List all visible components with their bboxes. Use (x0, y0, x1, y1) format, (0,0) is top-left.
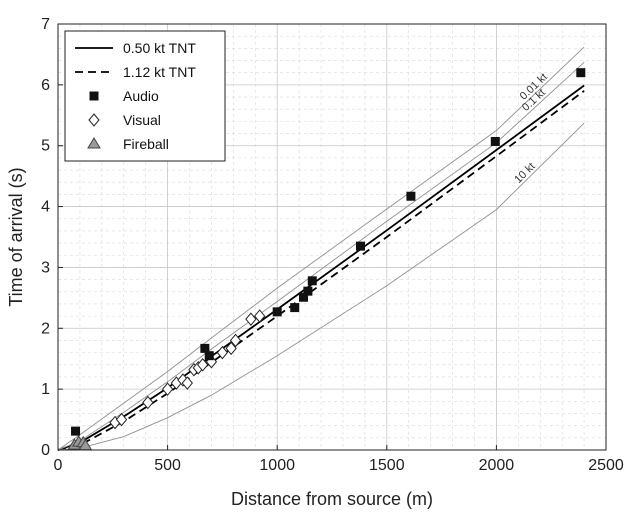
point-visual (225, 341, 237, 356)
point-audio (307, 276, 317, 286)
legend-swatch-triangle (87, 137, 101, 149)
point-audio (290, 303, 300, 313)
point-audio (272, 307, 282, 317)
point-audio (303, 286, 313, 296)
y-tick-label: 4 (41, 199, 50, 216)
curve-1-12-kt-tnt (57, 90, 585, 451)
y-tick-label: 0 (41, 442, 50, 459)
legend-label: Fireball (123, 136, 169, 152)
point-audio (406, 191, 416, 201)
point-visual (229, 333, 242, 348)
point-visual (245, 312, 257, 326)
axis-ticks: 0 500 1000 1500 2000 2500 0 1 2 3 4 5 6 7 (41, 16, 624, 474)
point-visual (161, 382, 174, 396)
y-tick-label: 2 (41, 320, 50, 337)
point-visual (142, 395, 154, 410)
x-tick-label: 500 (154, 457, 181, 474)
point-audio (71, 426, 81, 436)
y-tick-label: 5 (41, 138, 50, 155)
x-tick-label: 2500 (588, 457, 624, 474)
curve-10-kt (57, 122, 585, 451)
point-visual (197, 358, 209, 372)
point-audio (355, 241, 365, 251)
x-tick-label: 1500 (369, 457, 405, 474)
y-tick-label: 1 (41, 381, 50, 398)
legend-label: 1.12 kt TNT (123, 64, 196, 80)
point-audio (576, 68, 586, 78)
legend-swatch-diamond (88, 113, 100, 127)
point-audio (204, 351, 214, 361)
legend-label: 0.50 kt TNT (123, 40, 196, 56)
x-tick-label: 2000 (479, 457, 515, 474)
y-tick-label: 3 (41, 259, 50, 276)
y-tick-label: 6 (41, 77, 50, 94)
legend-label: Audio (123, 88, 159, 104)
curve-0-01-kt (57, 46, 585, 451)
point-audio (490, 136, 500, 146)
legend-swatch-square (89, 91, 99, 101)
point-visual (216, 345, 229, 360)
y-tick-label: 7 (41, 16, 50, 33)
legend: 0.50 kt TNT 1.12 kt TNT Audio Visual Firebal… (64, 30, 226, 162)
plot-frame (57, 23, 607, 451)
x-tick-label: 0 (54, 457, 63, 474)
legend-label: Visual (123, 112, 161, 128)
x-tick-label: 1000 (259, 457, 295, 474)
point-visual (254, 309, 266, 323)
curve-0-1-kt (57, 61, 585, 451)
x-axis-title: Distance from source (m) (231, 489, 433, 509)
y-axis-title: Time of arrival (s) (6, 167, 26, 306)
point-visual (115, 412, 128, 427)
point-visual (181, 376, 193, 390)
point-audio (200, 343, 210, 353)
